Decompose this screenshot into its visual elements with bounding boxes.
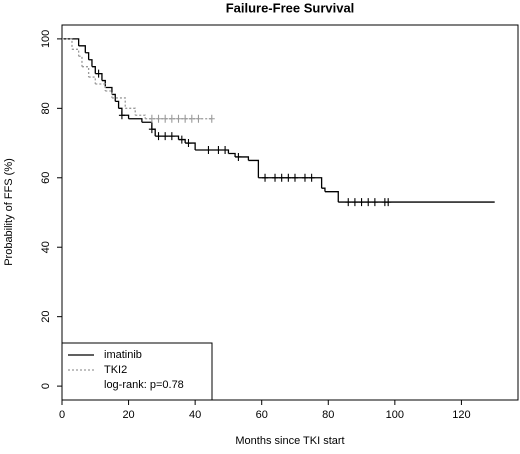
survival-step [88,59,93,67]
x-tick-label: 0 [59,409,65,421]
x-tick-label: 80 [322,409,334,421]
survival-step [105,86,113,95]
censor-mark [351,198,358,207]
censor-mark [155,114,162,123]
censor-mark [262,173,269,182]
legend-box [61,342,213,401]
survival-step [125,107,136,116]
survival-step [228,152,236,157]
y-tick-label: 80 [40,102,52,114]
chart-title: Failure-Free Survival [226,0,355,15]
censor-mark [358,198,365,207]
survival-step [185,142,196,150]
survival-step [71,48,80,57]
censor-mark [215,146,222,154]
survival-step [248,159,260,178]
censor-mark [162,114,169,123]
censor-mark [185,139,192,148]
y-axis-label: Probability of FFS (%) [3,158,15,266]
censor-mark [345,198,352,207]
censor-mark [148,114,155,123]
censor-mark [95,69,102,78]
censor-mark [178,135,185,144]
censor-mark [291,173,298,182]
x-tick-label: 100 [386,409,404,421]
survival-step [78,55,83,67]
censor-mark [285,173,292,182]
survival-step [105,90,113,98]
censor-mark [118,111,125,120]
censor-mark [278,173,285,182]
survival-step [324,191,339,203]
survival-step [91,66,96,74]
legend-label: imatinib [104,349,142,361]
censor-mark [155,132,162,141]
censor-mark [301,173,308,182]
survival-step [62,38,80,46]
censor-mark [371,198,378,207]
censor-mark [385,198,392,207]
y-tick-label: 0 [40,383,52,389]
censor-mark [308,173,315,182]
censor-mark [222,146,229,154]
survival-step [95,83,106,91]
censor-mark [175,114,182,123]
censor-mark [208,114,215,123]
censor-mark [235,152,242,161]
censor-mark [148,125,155,134]
survival-step [111,97,126,109]
x-tick-label: 40 [189,409,201,421]
survival-step [88,76,96,85]
y-tick-label: 100 [40,30,52,48]
censor-mark [182,114,189,123]
x-tick-label: 120 [452,409,470,421]
censor-mark [162,132,169,141]
survival-step [115,100,120,109]
plot-frame [61,24,519,401]
censor-mark [365,198,372,207]
censor-mark [272,173,279,182]
x-tick-label: 20 [122,409,134,421]
censor-mark [188,114,195,123]
survival-step [81,66,90,78]
survival-step [85,52,90,60]
survival-step [321,187,326,192]
survival-step [78,45,86,53]
legend-label: TKI2 [104,364,127,376]
survival-step [111,93,116,102]
y-tick-label: 60 [40,172,52,184]
survival-step [62,38,73,50]
censor-mark [195,114,202,123]
x-axis-label: Months since TKI start [235,435,344,447]
survival-step [128,118,143,123]
censor-mark [168,132,175,141]
x-tick-label: 60 [256,409,268,421]
annotation: log-rank: p=0.78 [104,379,184,391]
y-tick-label: 20 [40,311,52,323]
survival-step [101,79,106,88]
censor-mark [205,146,212,154]
survival-step [135,114,146,119]
survival-step [141,121,153,130]
censor-mark [168,114,175,123]
y-tick-label: 40 [40,241,52,253]
